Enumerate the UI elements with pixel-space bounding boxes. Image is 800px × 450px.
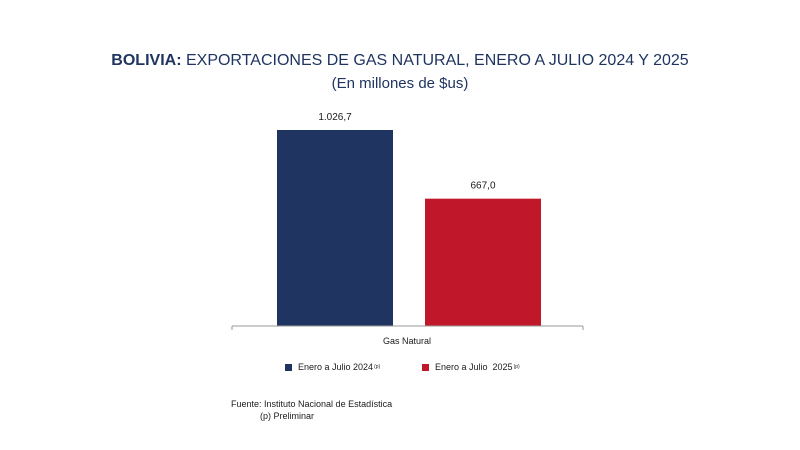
bar-2025 <box>425 198 541 326</box>
legend-label-2025: Enero a Julio 2025 <box>435 362 513 372</box>
legend-item-2025: Enero a Julio 2025 (p) <box>422 362 520 372</box>
category-label: Gas Natural <box>383 336 431 346</box>
legend-item-2024: Enero a Julio 2024 (p) <box>285 362 380 372</box>
data-label-2024: 1.026,7 <box>318 112 352 123</box>
legend: Enero a Julio 2024 (p) Enero a Julio 2025… <box>0 362 800 378</box>
legend-sup-2025: (p) <box>513 364 520 370</box>
bar-2024 <box>277 129 393 326</box>
preliminary-note: (p) Preliminar <box>260 411 315 421</box>
data-label-2025: 667,0 <box>470 181 495 192</box>
source-note: Fuente: Instituto Nacional de Estadístic… <box>231 398 392 422</box>
legend-swatch-2025 <box>422 363 429 371</box>
chart-subtitle: (En millones de $us) <box>331 75 469 92</box>
chart-title-bold: BOLIVIA: <box>111 52 182 69</box>
legend-swatch-2024 <box>285 363 292 371</box>
source-text: Fuente: Instituto Nacional de Estadístic… <box>231 399 393 409</box>
chart-title-rest: EXPORTACIONES DE GAS NATURAL, ENERO A JU… <box>185 52 689 69</box>
legend-sup-2024: (p) <box>374 364 381 370</box>
legend-label-2024: Enero a Julio 2024 <box>298 362 374 372</box>
chart-title: BOLIVIA: EXPORTACIONES DE GAS NATURAL, E… <box>0 52 800 70</box>
bar-chart: 1.026,7 667,0 Gas Natural <box>231 112 584 346</box>
